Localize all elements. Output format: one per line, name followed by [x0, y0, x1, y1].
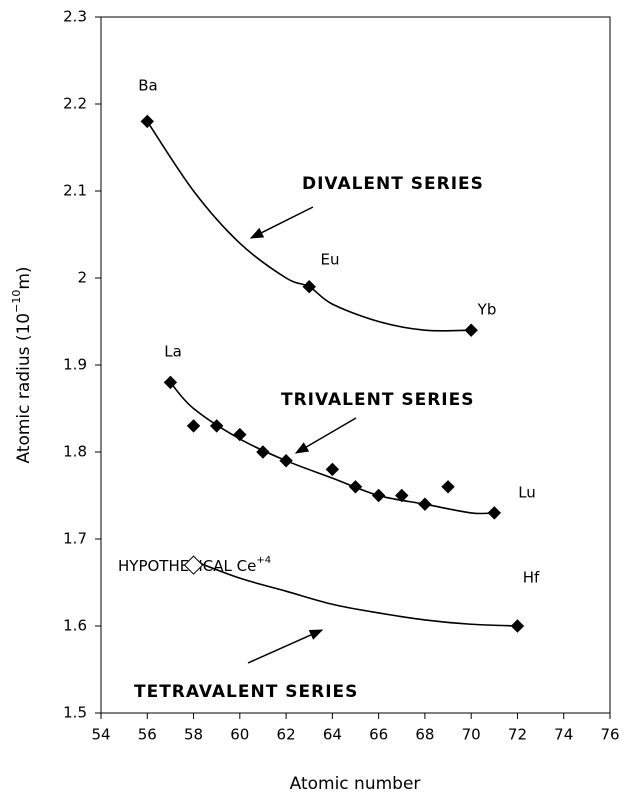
- data-point: [163, 375, 178, 390]
- x-tick-label: 58: [184, 726, 203, 744]
- annotation-sup: +4: [256, 555, 271, 566]
- trend-curve: [169, 381, 495, 515]
- y-tick-label: 1.5: [63, 704, 87, 722]
- data-point: [186, 419, 201, 433]
- data-point: [441, 480, 455, 494]
- annotation: Hf: [523, 569, 540, 587]
- data-point: [233, 427, 247, 442]
- x-tick-label: 60: [230, 726, 249, 744]
- data-point: [256, 445, 270, 459]
- arrow: [247, 629, 324, 664]
- data-point: [140, 114, 154, 129]
- annotation: TETRAVALENT SERIES: [134, 682, 358, 702]
- x-tick-label: 70: [462, 726, 481, 744]
- annotation: Lu: [518, 484, 536, 502]
- data-point: [395, 488, 409, 503]
- trend-curve: [146, 120, 472, 332]
- y-axis-label: Atomic radius (10−10m): [10, 266, 34, 463]
- annotation: Yb: [477, 301, 497, 319]
- x-tick-label: 74: [554, 726, 573, 744]
- x-tick-label: 66: [369, 726, 388, 744]
- annotation: TRIVALENT SERIES: [281, 390, 475, 410]
- annotation: La: [164, 343, 182, 361]
- y-tick-label: 1.8: [63, 443, 87, 461]
- data-point: [302, 279, 316, 294]
- y-tick-label: 2.1: [63, 182, 87, 200]
- y-tick-label: 2: [77, 269, 87, 287]
- trend-curve: [193, 560, 518, 627]
- data-point: [418, 497, 432, 511]
- x-tick-label: 68: [415, 726, 434, 744]
- data-point: [325, 462, 340, 477]
- x-tick-label: 56: [138, 726, 157, 744]
- data-point: [510, 619, 525, 633]
- y-tick-label: 2.3: [63, 8, 87, 26]
- data-point: [279, 453, 293, 468]
- y-axis-label-part: Atomic radius (10: [14, 313, 34, 464]
- annotation: Ba: [138, 77, 157, 95]
- data-point: [487, 506, 502, 520]
- arrow: [294, 417, 357, 454]
- x-tick-label: 64: [323, 726, 342, 744]
- x-tick-label: 72: [508, 726, 527, 744]
- annotation: Eu: [321, 251, 340, 269]
- y-axis-label-part: m): [14, 266, 34, 289]
- data-point: [209, 419, 224, 433]
- data-point: [348, 480, 363, 494]
- x-tick-label: 62: [277, 726, 296, 744]
- data-point: [183, 555, 204, 575]
- data-point: [464, 323, 478, 337]
- y-tick-label: 1.6: [63, 617, 87, 635]
- data-point: [371, 488, 386, 503]
- x-axis-label: Atomic number: [290, 774, 421, 794]
- x-tick-label: 54: [91, 726, 110, 744]
- annotation: DIVALENT SERIES: [302, 174, 484, 194]
- y-tick-label: 1.9: [63, 356, 87, 374]
- arrow: [249, 206, 314, 239]
- y-tick-label: 2.2: [63, 95, 87, 113]
- y-axis-label-sup: −10: [10, 290, 23, 313]
- y-tick-label: 1.7: [63, 530, 87, 548]
- x-tick-label: 76: [600, 726, 619, 744]
